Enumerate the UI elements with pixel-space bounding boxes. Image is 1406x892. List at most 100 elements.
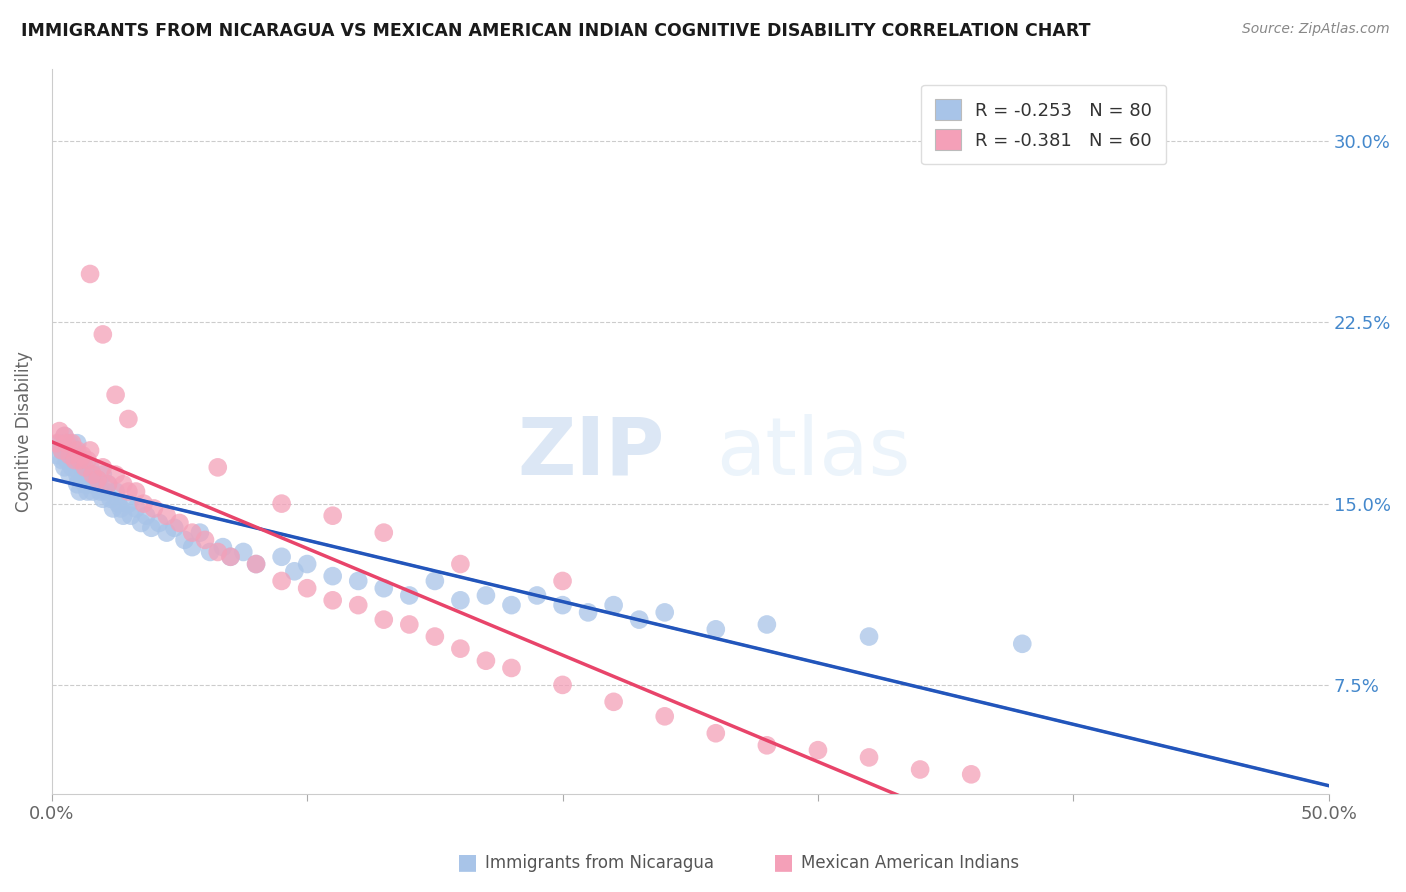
Point (69, 484, 91, 499)
Point (129, 516, 152, 530)
Point (188, 525, 211, 540)
Point (60, 436, 83, 450)
Y-axis label: Cognitive Disability: Cognitive Disability (15, 351, 32, 511)
Text: ■: ■ (773, 853, 794, 872)
Point (194, 533, 217, 547)
Point (104, 467, 127, 482)
Point (112, 477, 135, 491)
Point (110, 501, 132, 516)
Point (449, 593, 471, 607)
Point (56, 443, 79, 458)
Point (79, 443, 101, 458)
Point (48, 436, 70, 450)
Point (576, 606, 599, 620)
Point (232, 545, 254, 559)
Point (551, 574, 574, 588)
Point (104, 388, 127, 402)
Point (79, 477, 101, 491)
Point (72, 472, 94, 486)
Point (449, 557, 471, 571)
Point (100, 491, 122, 506)
Point (270, 574, 292, 588)
Point (69, 453, 91, 467)
Point (475, 589, 498, 603)
Point (97, 477, 120, 491)
Text: ZIP: ZIP (517, 414, 665, 491)
Point (87, 472, 110, 486)
Point (51, 453, 73, 467)
Point (72, 460, 94, 475)
Point (94, 484, 117, 499)
Point (73, 467, 96, 482)
Point (125, 484, 148, 499)
Point (704, 623, 727, 637)
Point (56, 436, 79, 450)
Point (63, 453, 86, 467)
Point (270, 549, 292, 564)
Text: IMMIGRANTS FROM NICARAGUA VS MEXICAN AMERICAN INDIAN COGNITIVE DISABILITY CORREL: IMMIGRANTS FROM NICARAGUA VS MEXICAN AME… (21, 22, 1091, 40)
Point (59, 448, 82, 462)
Point (551, 598, 574, 612)
Point (142, 501, 165, 516)
Point (117, 497, 139, 511)
Point (398, 589, 420, 603)
Point (60, 460, 83, 475)
Point (156, 525, 179, 540)
Text: Mexican American Indians: Mexican American Indians (801, 855, 1019, 872)
Point (526, 589, 548, 603)
Point (73, 477, 96, 491)
Point (63, 453, 86, 467)
Point (169, 516, 191, 530)
Point (219, 549, 242, 564)
Point (48, 424, 70, 438)
Point (373, 581, 395, 595)
Point (91, 491, 114, 506)
Point (51, 443, 73, 458)
Point (76, 453, 98, 467)
Point (423, 574, 446, 588)
Point (104, 484, 127, 499)
Point (76, 472, 98, 486)
Point (373, 613, 395, 627)
Point (45, 448, 67, 462)
Point (82, 484, 104, 499)
Point (908, 763, 931, 777)
Point (1011, 637, 1033, 651)
Point (79, 267, 101, 281)
Point (245, 557, 267, 571)
Point (45, 436, 67, 450)
Point (207, 545, 229, 559)
Point (373, 525, 395, 540)
Text: Immigrants from Nicaragua: Immigrants from Nicaragua (485, 855, 714, 872)
Point (295, 581, 318, 595)
Point (156, 508, 179, 523)
Point (449, 641, 471, 656)
Point (475, 654, 498, 668)
Point (107, 497, 129, 511)
Point (295, 557, 318, 571)
Point (73, 460, 96, 475)
Point (283, 564, 305, 578)
Point (181, 525, 204, 540)
Point (112, 508, 135, 523)
Point (135, 508, 157, 523)
Point (120, 508, 142, 523)
Point (59, 436, 82, 450)
Point (87, 472, 110, 486)
Point (501, 598, 523, 612)
Point (960, 767, 983, 781)
Point (398, 617, 420, 632)
Point (132, 497, 155, 511)
Point (76, 484, 98, 499)
Point (858, 750, 880, 764)
Text: ■: ■ (457, 853, 478, 872)
Point (551, 678, 574, 692)
Point (704, 726, 727, 740)
Point (53, 460, 76, 475)
Point (501, 661, 523, 675)
Point (66, 436, 89, 450)
Point (59, 467, 82, 482)
Point (181, 540, 204, 554)
Point (63, 443, 86, 458)
Point (53, 429, 76, 443)
